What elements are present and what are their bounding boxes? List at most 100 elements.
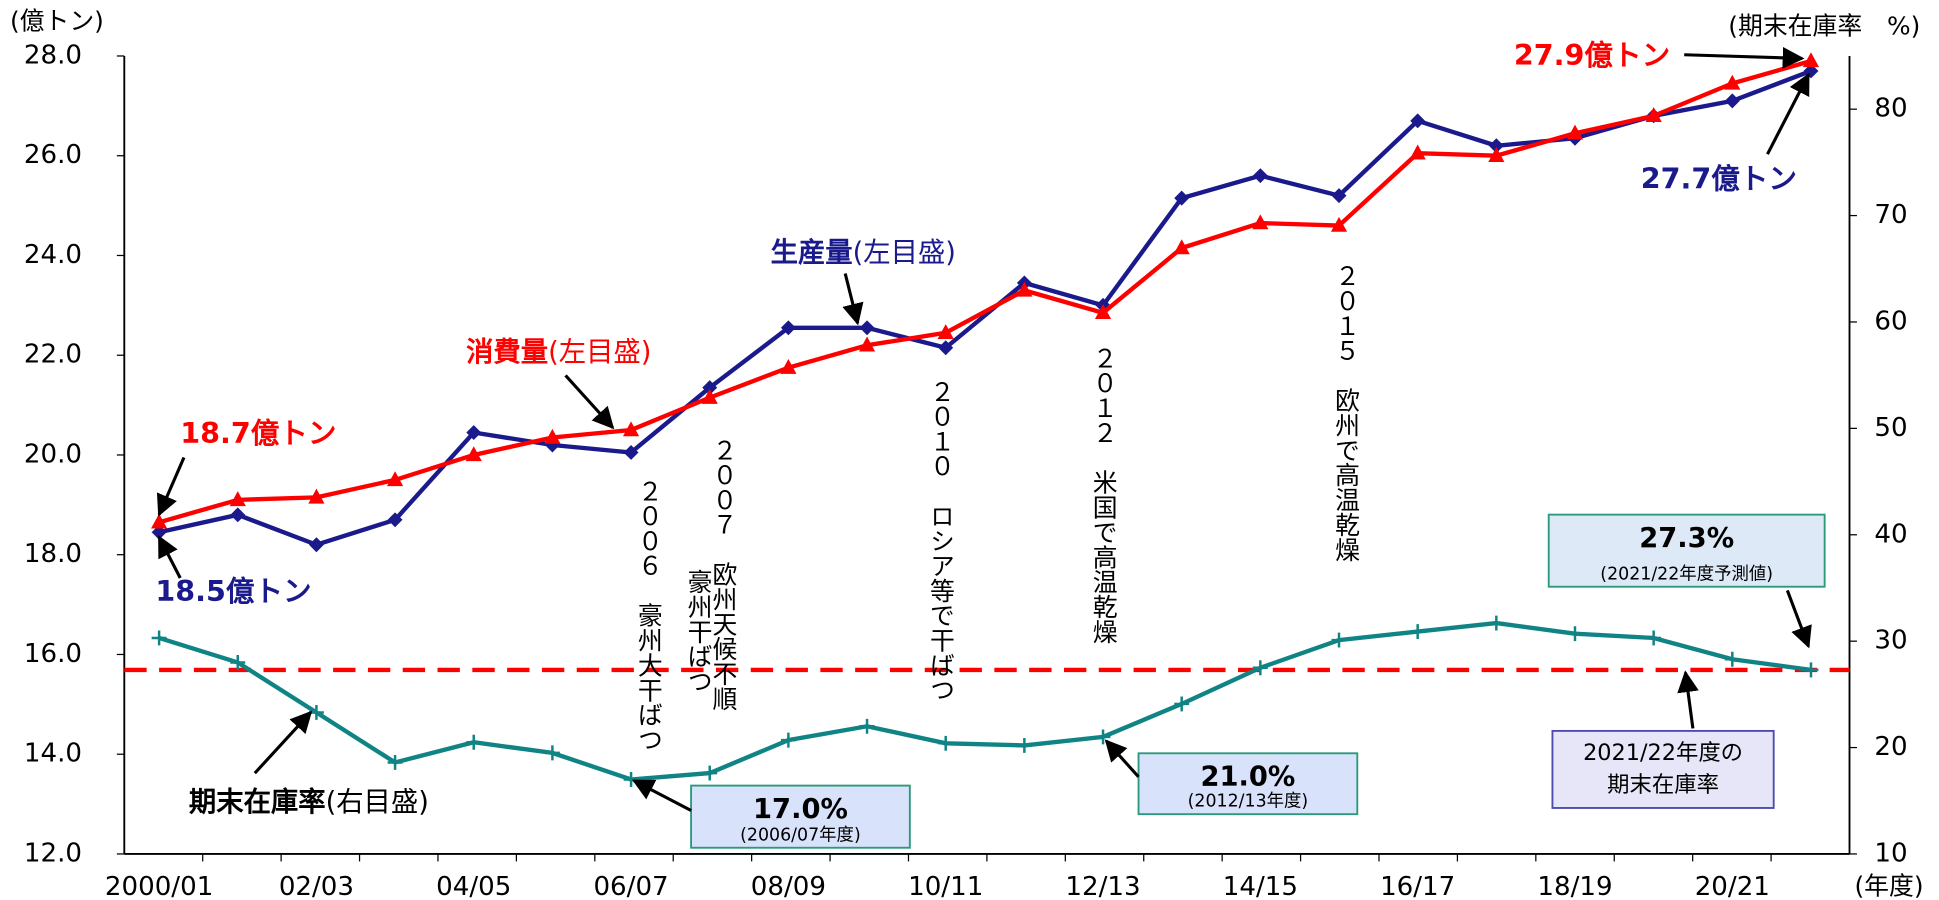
point (230, 654, 246, 670)
point (544, 745, 560, 761)
callout-arrow (1104, 739, 1140, 778)
callout-arrow (1677, 670, 1699, 729)
point (1252, 214, 1269, 230)
point (1410, 113, 1426, 129)
point (1409, 144, 1426, 160)
point (1174, 190, 1190, 206)
point (1488, 138, 1504, 154)
y2-tick-label: 30 (1874, 626, 1907, 656)
y-tick-label: 22.0 (24, 340, 82, 370)
point (938, 735, 954, 751)
point (1094, 304, 1112, 320)
point (1330, 216, 1348, 232)
annotation-box (1551, 729, 1775, 809)
y-axis-title: (億トン) (10, 6, 104, 35)
point (308, 537, 324, 553)
point (1488, 147, 1505, 162)
x-tick-label: 10/11 (908, 872, 983, 900)
event-label: ２０１２ 米国で高温乾燥 (1089, 346, 1118, 644)
series-scale-note: (左目盛) (853, 237, 956, 268)
point (1645, 107, 1662, 123)
series-label: 生産量(左目盛) (771, 236, 956, 268)
box-line: 期末在庫率 (1607, 772, 1719, 798)
x-tick-label: 04/05 (436, 872, 511, 900)
point (1724, 93, 1740, 109)
point (1567, 626, 1583, 642)
point (702, 380, 718, 396)
point (1802, 52, 1820, 68)
y2-tick-label: 80 (1874, 94, 1907, 124)
box-line: 2021/22年度の (1583, 740, 1743, 766)
point (780, 358, 797, 374)
point (1803, 63, 1819, 79)
box-line: (2021/22年度予測値) (1600, 564, 1773, 584)
point (466, 734, 482, 750)
point (466, 425, 482, 440)
callout-label: 27.9億トン (1514, 38, 1670, 72)
point (151, 630, 167, 646)
series-label: 消費量(左目盛) (466, 337, 651, 368)
callout-arrow (156, 456, 186, 517)
annotation-box (1547, 513, 1826, 588)
box-line: 17.0% (753, 794, 848, 825)
y2-tick-label: 20 (1874, 732, 1907, 762)
callout-arrow (564, 374, 615, 430)
point (1724, 74, 1741, 90)
point (1252, 660, 1268, 676)
point (1410, 624, 1426, 640)
annotation-box (1137, 752, 1359, 816)
series-name: 生産量 (771, 236, 853, 268)
point (938, 340, 954, 356)
point (1016, 281, 1033, 297)
point (1331, 632, 1347, 648)
point (937, 324, 954, 339)
series-line (158, 58, 1812, 525)
event-label: ２０１５ 欧州で高温乾燥 (1332, 264, 1361, 562)
callout-arrow (631, 779, 692, 812)
y-tick-label: 18.0 (24, 539, 82, 569)
event-label: 豪州干ばつ (684, 569, 713, 693)
x-axis-title: (年度) (1854, 872, 1923, 900)
y-tick-label: 28.0 (24, 40, 82, 70)
box-line: 27.3% (1639, 523, 1734, 554)
x-tick-label: 02/03 (279, 872, 354, 900)
point (858, 336, 876, 352)
point (1174, 696, 1190, 712)
y-tick-label: 26.0 (24, 140, 82, 170)
point (1095, 729, 1111, 745)
callout-arrow (253, 710, 313, 775)
series-line (158, 620, 1812, 782)
callout-arrow (1684, 46, 1805, 69)
point (465, 446, 482, 462)
x-tick-label: 20/21 (1695, 872, 1770, 900)
series-name: 期末在庫率 (189, 785, 326, 817)
point (1646, 630, 1662, 646)
y-tick-label: 20.0 (24, 439, 82, 469)
callout-label: 18.5億トン (155, 574, 311, 608)
y2-tick-label: 50 (1874, 413, 1907, 443)
point (622, 421, 640, 437)
callout-arrow (1785, 589, 1812, 649)
point (1803, 662, 1819, 678)
x-tick-label: 06/07 (593, 872, 668, 900)
event-label: ２０１０ ロシア等で干ばつ (926, 379, 955, 702)
point (780, 732, 796, 748)
box-line: (2006/07年度) (740, 825, 861, 845)
x-tick-label: 08/09 (751, 872, 826, 900)
point (1724, 651, 1740, 667)
point (1173, 239, 1190, 255)
y2-axis-title: (期末在庫率 %) (1728, 11, 1920, 40)
point (623, 772, 639, 787)
y2-tick-label: 10 (1874, 838, 1907, 868)
y-tick-label: 14.0 (24, 739, 82, 769)
series-scale-note: (右目盛) (326, 786, 429, 817)
y2-tick-label: 40 (1874, 519, 1907, 549)
point (1252, 168, 1268, 184)
point (701, 388, 718, 404)
event-label: ２００６ 豪州大干ばつ (634, 479, 663, 752)
point (623, 445, 639, 460)
point (1488, 615, 1504, 631)
box-line: 21.0% (1201, 762, 1296, 793)
series-name: 消費量 (466, 337, 548, 368)
